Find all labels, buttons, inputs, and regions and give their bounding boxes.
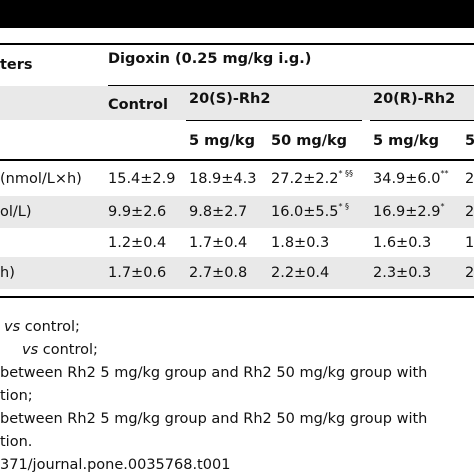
row-2-r5: 16.9±2.9*: [373, 202, 445, 220]
row-4-s50: 2.2±0.4: [271, 265, 330, 281]
footnote-5: between Rh2 5 mg/kg group and Rh2 50 mg/…: [0, 411, 428, 427]
row-1-control: 15.4±2.9: [108, 171, 176, 187]
footnote-1: vs control;: [4, 319, 80, 335]
row-3-r5: 1.6±0.3: [373, 235, 432, 251]
footnote-3: between Rh2 5 mg/kg group and Rh2 50 mg/…: [0, 365, 428, 381]
r-rh2-underline: [370, 120, 474, 121]
row-2-r50: 2: [465, 204, 474, 220]
table-bottom-rule: [0, 296, 474, 298]
header-band-1: [0, 86, 474, 120]
header-bottom-rule: [0, 159, 474, 161]
top-black-bar: [0, 0, 474, 28]
doi-link[interactable]: 371/journal.pone.0035768.t001: [0, 457, 231, 473]
control-header: Control: [108, 97, 168, 113]
row-3-r50: 1: [465, 235, 474, 251]
group-header: Digoxin (0.25 mg/kg i.g.): [108, 51, 312, 67]
row-1-s50: 27.2±2.2* §§: [271, 169, 354, 187]
s-rh2-50mg-header: 50 mg/kg: [271, 133, 348, 149]
row-1-r50: 2: [465, 171, 474, 187]
s-rh2-header: 20(S)-Rh2: [189, 91, 271, 107]
s-rh2-5mg-header: 5 mg/kg: [189, 133, 255, 149]
row-1-r5: 34.9±6.0**: [373, 169, 449, 187]
table-top-rule: [0, 43, 474, 45]
row-3-s50: 1.8±0.3: [271, 235, 330, 251]
row-2-control: 9.9±2.6: [108, 204, 167, 220]
footnote-4: tion;: [0, 388, 33, 404]
row-4-r50: 2: [465, 265, 474, 281]
r-rh2-50mg-header: 5: [465, 133, 474, 149]
row-4-r5: 2.3±0.3: [373, 265, 432, 281]
row-4-control: 1.7±0.6: [108, 265, 167, 281]
group-underline: [108, 85, 474, 86]
r-rh2-header: 20(R)-Rh2: [373, 91, 456, 107]
row-1-s5: 18.9±4.3: [189, 171, 257, 187]
s-rh2-underline: [186, 120, 362, 121]
parameters-header: ters: [0, 57, 33, 73]
footnote-2: vs control;: [22, 342, 98, 358]
row-2-param: ol/L): [0, 204, 32, 220]
row-4-param: h): [0, 265, 15, 281]
row-band-4: [0, 257, 474, 289]
row-3-control: 1.2±0.4: [108, 235, 167, 251]
row-band-2: [0, 196, 474, 228]
row-2-s5: 9.8±2.7: [189, 204, 248, 220]
row-4-s5: 2.7±0.8: [189, 265, 248, 281]
row-2-s50: 16.0±5.5* §: [271, 202, 350, 220]
row-3-s5: 1.7±0.4: [189, 235, 248, 251]
footnote-6: tion.: [0, 434, 33, 450]
row-1-param: (nmol/L×h): [0, 171, 82, 187]
r-rh2-5mg-header: 5 mg/kg: [373, 133, 439, 149]
